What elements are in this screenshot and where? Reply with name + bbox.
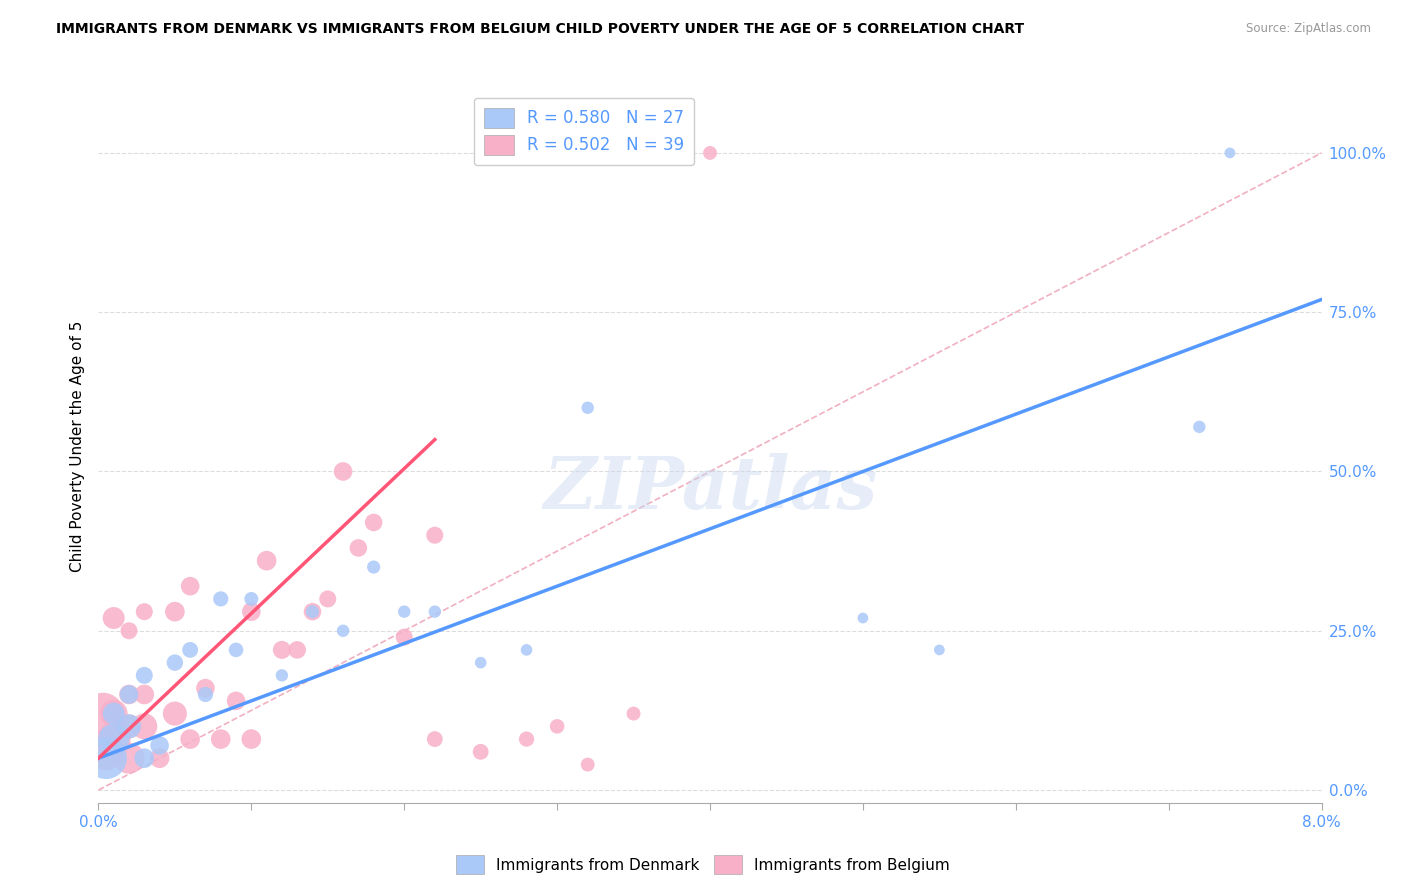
Point — [163, 656, 186, 670]
Point — [316, 591, 339, 606]
Point — [163, 706, 186, 721]
Point — [149, 739, 172, 753]
Point — [194, 681, 217, 695]
Point — [347, 541, 370, 555]
Point — [928, 643, 950, 657]
Text: Source: ZipAtlas.com: Source: ZipAtlas.com — [1246, 22, 1371, 36]
Point — [332, 465, 354, 479]
Point — [194, 688, 217, 702]
Point — [94, 745, 117, 759]
Point — [470, 656, 492, 670]
Point — [179, 579, 201, 593]
Point — [516, 643, 538, 657]
Point — [225, 643, 247, 657]
Point — [94, 751, 117, 765]
Point — [470, 745, 492, 759]
Point — [240, 732, 263, 747]
Point — [149, 751, 172, 765]
Point — [301, 605, 323, 619]
Point — [118, 751, 141, 765]
Point — [118, 688, 141, 702]
Point — [179, 643, 201, 657]
Point — [134, 719, 156, 733]
Point — [134, 751, 156, 765]
Point — [118, 719, 141, 733]
Point — [363, 516, 385, 530]
Point — [225, 694, 247, 708]
Point — [392, 605, 416, 619]
Point — [576, 401, 599, 415]
Point — [118, 719, 141, 733]
Point — [256, 554, 278, 568]
Point — [163, 605, 186, 619]
Point — [1188, 420, 1211, 434]
Point — [134, 688, 156, 702]
Point — [103, 611, 125, 625]
Legend: Immigrants from Denmark, Immigrants from Belgium: Immigrants from Denmark, Immigrants from… — [450, 849, 956, 880]
Point — [103, 706, 125, 721]
Point — [240, 605, 263, 619]
Point — [423, 732, 446, 747]
Point — [103, 732, 125, 747]
Point — [134, 668, 156, 682]
Point — [91, 706, 114, 721]
Point — [363, 560, 385, 574]
Point — [699, 145, 721, 160]
Point — [270, 668, 294, 682]
Point — [179, 732, 201, 747]
Point — [332, 624, 354, 638]
Point — [209, 732, 232, 747]
Point — [423, 528, 446, 542]
Point — [852, 611, 875, 625]
Point — [118, 688, 141, 702]
Point — [209, 591, 232, 606]
Point — [576, 757, 599, 772]
Point — [546, 719, 568, 733]
Y-axis label: Child Poverty Under the Age of 5: Child Poverty Under the Age of 5 — [69, 320, 84, 572]
Point — [392, 630, 416, 644]
Point — [103, 732, 125, 747]
Point — [270, 643, 294, 657]
Point — [134, 605, 156, 619]
Point — [516, 732, 538, 747]
Point — [301, 605, 323, 619]
Point — [240, 591, 263, 606]
Text: IMMIGRANTS FROM DENMARK VS IMMIGRANTS FROM BELGIUM CHILD POVERTY UNDER THE AGE O: IMMIGRANTS FROM DENMARK VS IMMIGRANTS FR… — [56, 22, 1025, 37]
Point — [623, 706, 645, 721]
Point — [103, 706, 125, 721]
Text: ZIPatlas: ZIPatlas — [543, 453, 877, 524]
Point — [1219, 145, 1241, 160]
Point — [423, 605, 446, 619]
Point — [118, 624, 141, 638]
Legend: R = 0.580   N = 27, R = 0.502   N = 39: R = 0.580 N = 27, R = 0.502 N = 39 — [474, 97, 695, 165]
Point — [285, 643, 308, 657]
